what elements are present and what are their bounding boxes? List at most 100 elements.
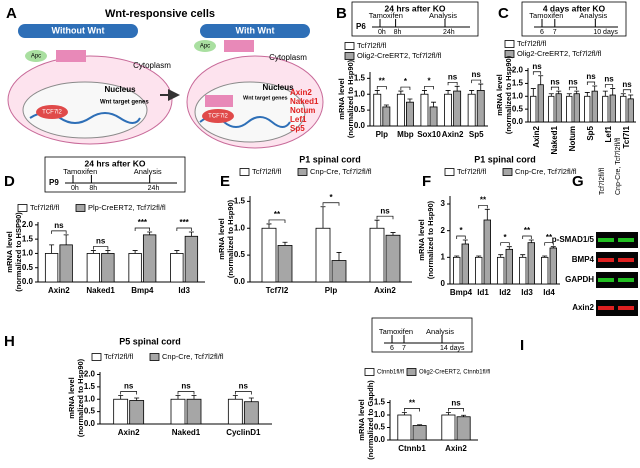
charts: B 24 hrs after KO P6 0h 8h 24h Tamoxifen Analys… — [4, 1, 636, 460]
bar — [476, 90, 485, 127]
bar — [397, 414, 412, 441]
error-bar — [90, 250, 96, 254]
x-tick-label: Sp5 — [586, 125, 595, 140]
chart-title: P1 spinal cord — [474, 154, 536, 164]
bar — [519, 256, 527, 285]
significance-label: ns — [96, 237, 106, 246]
timeline-tick: 24h — [148, 185, 160, 192]
significance-bracket — [400, 86, 411, 91]
error-bar — [398, 90, 404, 95]
x-tick-label: CyclinD1 — [226, 428, 261, 437]
x-tick-label: Tcf7l1 — [622, 125, 631, 148]
legend-label: Cnp-Cre, Tcf7l2fl/fl — [310, 167, 372, 176]
legend-label: Tcf7l2fl/fl — [457, 167, 487, 176]
chart: E P1 spinal cord Tcf7l2fl/fl Cnp-Cre, Tcf7l… — [217, 154, 412, 295]
significance-label: ** — [409, 399, 416, 408]
x-tick-label: Axin2 — [374, 286, 396, 295]
error-bar — [548, 93, 554, 97]
diagram-title: Wnt-responsive cells — [105, 8, 215, 20]
significance-label: *** — [138, 218, 148, 227]
y-tick-label: 0.0 — [354, 121, 366, 130]
bar — [396, 93, 405, 127]
legend-swatch — [75, 204, 86, 212]
bar — [405, 101, 414, 127]
error-bar — [188, 231, 194, 237]
y-axis-label: mRNA level — [5, 231, 14, 272]
timeline-tick: 6 — [390, 345, 394, 352]
bar — [602, 95, 609, 123]
significance-bracket — [404, 408, 420, 412]
timeline-event: Analysis — [429, 11, 457, 20]
blot-band — [618, 278, 634, 282]
bar — [129, 400, 145, 425]
chart: F P1 spinal cord Tcf7l2fl/fl Cnp-Cre, Tcf7l… — [417, 154, 577, 297]
y-tick-label: 0 — [441, 279, 446, 288]
bar — [441, 414, 456, 441]
timeline-event: Analysis — [134, 167, 162, 176]
bar — [315, 227, 331, 283]
y-tick-label: 0.5 — [84, 407, 96, 416]
legend-swatch — [297, 168, 308, 176]
legend-swatch — [444, 168, 455, 176]
panel-label: F — [422, 173, 431, 190]
y-tick-label: 1.5 — [234, 196, 246, 205]
panel-g: G Tcf7l2fl/fl Cnp-Cre, Tcf7l2fl/fl p-SMAD1… — [552, 137, 638, 316]
blot-band — [598, 238, 614, 242]
apc-label: Apc — [200, 44, 210, 50]
significance-label: * — [503, 233, 507, 242]
y-tick-label: 1.0 — [354, 89, 366, 98]
significance-bracket — [532, 71, 542, 75]
target-gene: Sp5 — [290, 124, 305, 133]
panel-label: I — [520, 337, 524, 354]
bar — [277, 245, 293, 283]
significance-label: *** — [179, 218, 189, 227]
significance-bracket — [120, 391, 138, 395]
bar — [627, 98, 634, 123]
timeline-title: 24 hrs after KO — [85, 158, 146, 168]
x-tick-label: Naked1 — [86, 286, 115, 295]
significance-label: ns — [604, 75, 614, 84]
timeline-box — [371, 317, 473, 353]
error-bar — [592, 85, 598, 92]
y-axis-label: mRNA level — [495, 74, 504, 115]
error-bar — [383, 104, 389, 107]
significance-label: ** — [546, 233, 553, 242]
error-bar — [454, 85, 460, 92]
legend-label: Olig2-CreERT2, Tcf7l2fl/fl — [517, 49, 602, 58]
bar — [591, 90, 598, 123]
error-bar — [445, 90, 451, 95]
x-tick-label: Naked1 — [172, 428, 201, 437]
bar — [467, 93, 476, 127]
error-bar — [484, 208, 490, 220]
x-tick-label: Bmp4 — [450, 288, 473, 297]
nucleus-label: Nucleus — [104, 85, 136, 94]
significance-label: ns — [586, 72, 596, 81]
bar — [59, 244, 73, 283]
y-tick-label: 2.0 — [512, 66, 524, 75]
bar — [527, 242, 535, 285]
row-label: GAPDH — [565, 275, 594, 284]
x-tick-label: Sp5 — [469, 130, 484, 139]
bar — [453, 90, 462, 127]
significance-bracket — [376, 215, 394, 220]
timeline-title: 24 hrs after KO — [385, 3, 446, 13]
significance-label: ** — [524, 226, 531, 235]
significance-label: ** — [379, 77, 386, 86]
cytoplasm-label: Cytoplasm — [269, 53, 307, 62]
y-tick-label: 3 — [441, 199, 446, 208]
bar — [369, 227, 385, 283]
blot-strip — [596, 252, 638, 268]
y-axis-label: mRNA level — [337, 78, 346, 119]
header-band — [200, 24, 310, 38]
y-tick-label: 0.5 — [22, 263, 34, 272]
chart-title: P1 spinal cord — [299, 154, 361, 164]
row-label: BMP4 — [572, 255, 595, 264]
y-tick-label: 0.0 — [234, 277, 246, 286]
error-bar — [390, 232, 396, 236]
error-bar — [520, 254, 526, 258]
legend-label: Tcf7l2fl/fl — [30, 203, 60, 212]
apc — [194, 40, 216, 52]
timeline-start: P9 — [49, 178, 59, 187]
legend-label: Tcf7l2fl/fl — [104, 352, 134, 361]
